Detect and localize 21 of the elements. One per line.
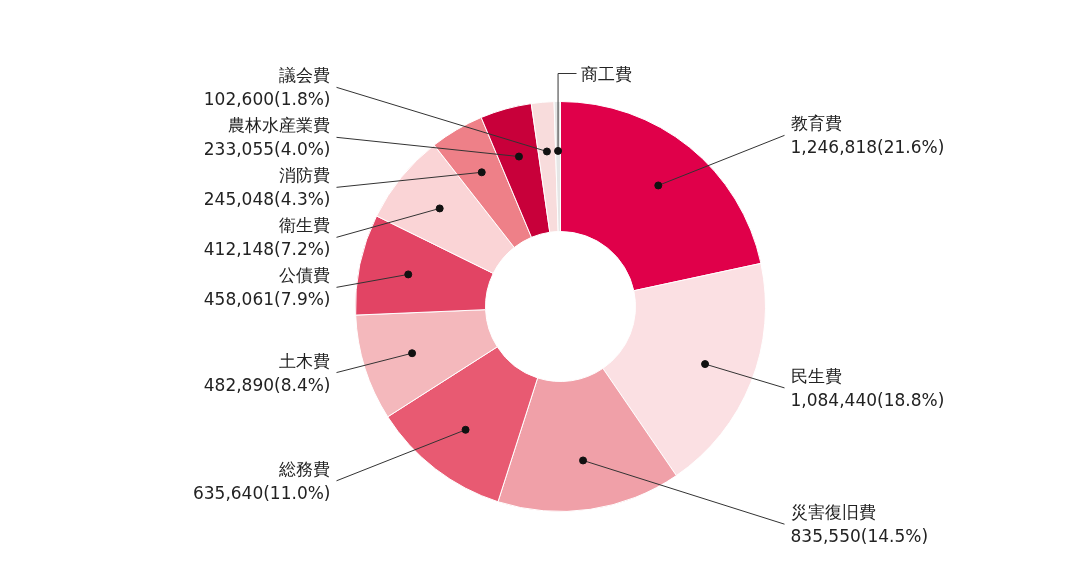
slice-label: 農林水産業費 [228,115,331,136]
slice-label: 民生費 [790,365,842,386]
slice-label: 商工費 [580,63,632,84]
slice-label: 災害復旧費 [790,502,876,523]
data-label: 1,246,818(21.6%) [790,137,945,158]
data-label: 102,600(1.8%) [203,89,331,110]
data-label: 458,061(7.9%) [203,289,331,310]
slice-label: 総務費 [278,458,331,479]
data-label: 835,550(14.5%) [790,526,929,547]
slice-label: 衛生費 [279,215,331,236]
slice-label: 議会費 [279,65,331,86]
slice-label: 教育費 [790,113,842,134]
data-label: 412,148(7.2%) [203,239,331,260]
data-label: 482,890(8.4%) [203,374,331,395]
data-label: 635,640(11.0%) [192,482,331,503]
slice-label: 公債費 [279,265,331,286]
slice-label: 消防費 [279,165,331,186]
data-label: 245,048(4.3%) [203,189,331,210]
data-label: 233,055(4.0%) [203,139,331,160]
slice-label: 土木費 [279,350,331,371]
data-label: 1,084,440(18.8%) [790,389,945,410]
